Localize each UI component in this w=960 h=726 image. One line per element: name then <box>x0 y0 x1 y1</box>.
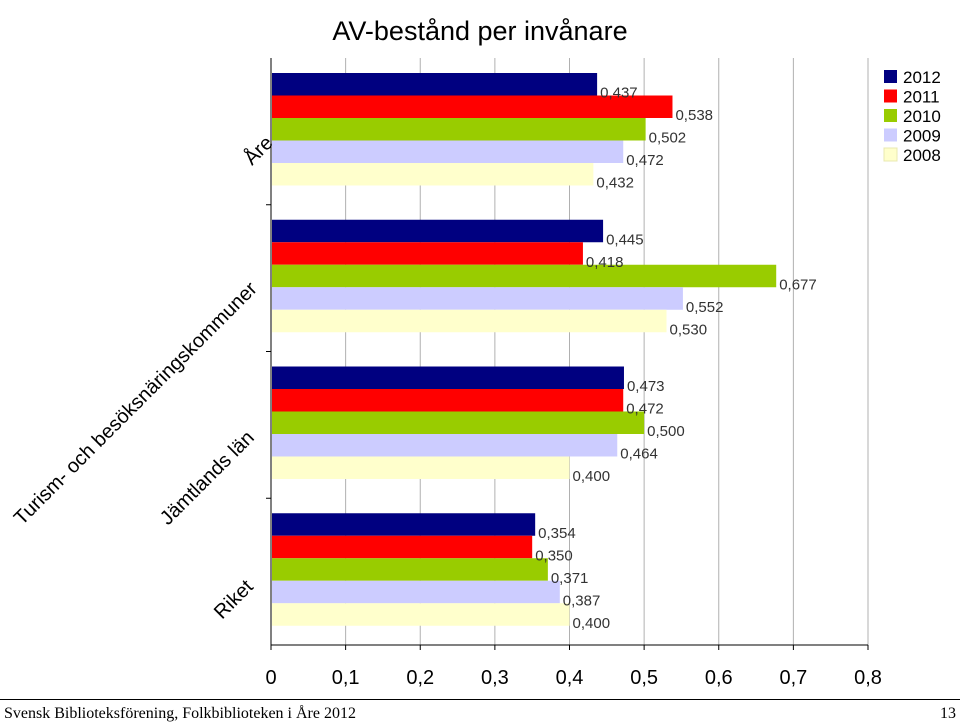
bar-2010 <box>272 558 548 581</box>
data-label: 0,445 <box>606 231 644 248</box>
legend-swatch <box>884 109 897 122</box>
legend-swatch <box>884 128 897 142</box>
legend-label: 2010 <box>903 107 941 126</box>
bar-2012 <box>272 219 604 243</box>
data-label: 0,354 <box>538 525 576 542</box>
data-label: 0,473 <box>627 378 665 395</box>
x-tick-label: 0,7 <box>779 667 807 689</box>
category-label: Riket <box>210 575 258 623</box>
bar-2009 <box>272 434 618 457</box>
x-tick-label: 0,2 <box>406 667 434 689</box>
bar-2012 <box>272 366 624 389</box>
footer: Svensk Biblioteksförening, Folkbibliotek… <box>0 699 960 726</box>
bar-2009 <box>272 140 624 163</box>
legend-label: 2009 <box>903 127 941 146</box>
bar-2009 <box>272 580 560 604</box>
bar-2011 <box>272 535 533 559</box>
bar-2008 <box>272 456 570 479</box>
legend-label: 2012 <box>903 68 941 87</box>
data-label: 0,400 <box>573 615 611 632</box>
data-label: 0,350 <box>535 547 573 564</box>
x-tick-label: 0,8 <box>854 667 882 689</box>
data-label: 0,552 <box>686 299 724 316</box>
bar-2009 <box>272 287 683 310</box>
data-label: 0,387 <box>563 592 601 609</box>
bar-2010 <box>272 118 646 141</box>
bar-2008 <box>272 603 570 626</box>
bar-2008 <box>272 163 594 186</box>
category-labels: Åre Turism- och besöksnäringskommunerJämt… <box>10 131 278 623</box>
x-tick-labels: 0 0,1 0,2 0,3 0,4 0,5 0,6 0,7 0,8 <box>265 667 881 689</box>
data-label: 0,538 <box>675 107 713 124</box>
page-number: 13 <box>940 705 956 722</box>
bar-2010 <box>272 264 777 288</box>
x-tick-label: 0,5 <box>630 667 658 689</box>
x-tick-label: 0,3 <box>481 667 509 689</box>
axes <box>266 58 869 650</box>
data-label: 0,400 <box>573 468 611 485</box>
bar-2011 <box>272 95 673 118</box>
bar-2008 <box>272 309 667 333</box>
legend-swatch <box>884 89 897 103</box>
legend-swatch <box>884 70 897 83</box>
category-label: Åre <box>239 131 277 169</box>
x-tick-label: 0,1 <box>332 667 360 689</box>
category-label: Jämtlands län <box>156 427 259 530</box>
data-label: 0,472 <box>626 152 664 169</box>
data-label: 0,530 <box>670 321 708 338</box>
bar-2010 <box>272 411 645 434</box>
data-label: 0,432 <box>596 175 634 192</box>
data-label: 0,437 <box>600 85 638 102</box>
bar-2012 <box>272 73 598 96</box>
data-label: 0,418 <box>586 254 624 271</box>
data-label: 0,500 <box>647 423 685 440</box>
data-label: 0,502 <box>649 130 687 147</box>
footer-text: Svensk Biblioteksförening, Folkbibliotek… <box>4 705 356 722</box>
legend-label: 2011 <box>903 88 940 107</box>
chart-title: AV-bestånd per invånare <box>332 16 627 46</box>
bars <box>272 73 777 626</box>
data-label: 0,464 <box>620 446 658 463</box>
data-label: 0,677 <box>779 276 817 293</box>
x-tick-label: 0 <box>265 667 276 689</box>
bar-2011 <box>272 242 583 265</box>
x-tick-label: 0,4 <box>556 667 584 689</box>
data-label: 0,472 <box>626 401 664 418</box>
data-label: 0,371 <box>551 570 589 587</box>
data-labels: 0,437 0,538 0,502 0,472 0,432 0,445 0,418 0,677… <box>535 85 817 632</box>
bar-2011 <box>272 389 624 412</box>
bar-2012 <box>272 513 536 536</box>
legend-swatch <box>883 147 898 162</box>
legend-label: 2008 <box>903 146 941 165</box>
chart: AV-bestånd per invånare 0,4370,5380,5020… <box>10 16 941 689</box>
category-label: Turism- och besöksnäringskommuner <box>10 278 262 530</box>
x-tick-label: 0,6 <box>705 667 733 689</box>
